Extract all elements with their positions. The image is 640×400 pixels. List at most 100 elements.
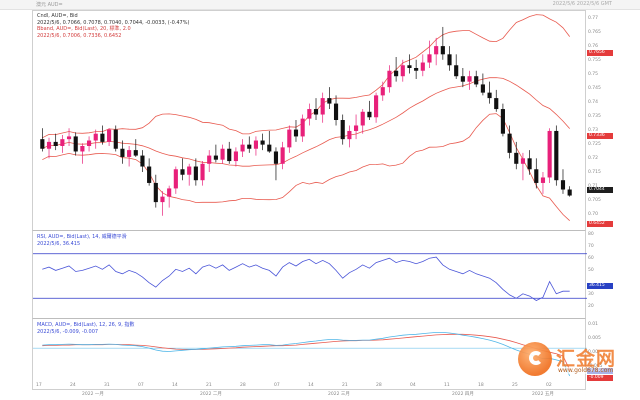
- rsi-line: [42, 256, 570, 301]
- x-day-tick: 02: [546, 383, 552, 388]
- candle-body: [454, 65, 459, 77]
- x-day-tick: 07: [138, 383, 144, 388]
- candle-body: [167, 188, 172, 197]
- window-title: 澳元 AUD=: [36, 2, 63, 8]
- rsi-legend: RSI, AUD=, Bid(Last), 14, 威爾德平滑 2022/5/6…: [37, 234, 127, 247]
- chart-frame: [32, 10, 586, 390]
- candle-body: [394, 70, 399, 77]
- candle-body: [187, 166, 192, 175]
- x-month-label: 2022 二月: [200, 392, 222, 397]
- candle-body: [520, 158, 526, 164]
- macd-legend-title: MACD, AUD=, Bid(Last), 12, 26, 9, 指數: [37, 322, 135, 328]
- rsi-tick: 80: [588, 232, 594, 237]
- candle-body: [233, 151, 238, 162]
- candle-body: [420, 62, 425, 71]
- candle-body: [540, 177, 546, 183]
- x-day-tick: 11: [444, 383, 450, 388]
- candle-body: [200, 163, 205, 181]
- gold678-watermark: 汇金网 www.gold678.com: [516, 340, 628, 380]
- candle-body: [253, 140, 259, 149]
- rsi-tick: 70: [588, 244, 594, 249]
- candle-body: [353, 125, 359, 131]
- price-candlestick-chart[interactable]: [33, 10, 587, 230]
- rsi-legend-values: 2022/5/6, 36.415: [37, 240, 81, 247]
- candle-body: [547, 130, 552, 178]
- x-month-label: 2022 三月: [328, 392, 350, 397]
- candle-body: [440, 46, 445, 55]
- candle-body: [240, 144, 245, 152]
- candle-body: [380, 87, 385, 96]
- bband-middle-tag: 0.7336: [587, 133, 613, 139]
- candle-body: [340, 120, 345, 140]
- candle-body: [320, 98, 325, 115]
- macd-pane[interactable]: MACD, AUD=, Bid(Last), 12, 26, 9, 指數 202…: [32, 318, 587, 383]
- candle-body: [360, 111, 365, 126]
- candle-body: [93, 133, 98, 141]
- candle-body: [107, 129, 112, 142]
- candle-body: [327, 98, 332, 104]
- rsi-pane[interactable]: RSI, AUD=, Bid(Last), 14, 威爾德平滑 2022/5/6…: [32, 230, 587, 319]
- time-axis[interactable]: 17 24 31 07 14 21 28 07 14 21 28 04 11 1…: [32, 383, 586, 400]
- candle-body: [53, 141, 58, 146]
- x-day-tick: 14: [308, 383, 314, 388]
- candle-body: [220, 148, 225, 160]
- bband-upper-tag: 0.7656: [587, 50, 613, 56]
- rsi-tick: 30: [588, 292, 594, 297]
- price-tick: 0.725: [588, 142, 601, 147]
- watermark-url: www.gold678.com: [556, 367, 616, 374]
- x-day-tick: 28: [376, 383, 382, 388]
- price-tick: 0.735: [588, 114, 601, 119]
- candle-body: [73, 136, 78, 152]
- price-axis[interactable]: 0.77 0.765 0.76 0.755 0.75 0.745 0.74 0.…: [586, 10, 640, 230]
- candle-body: [66, 136, 72, 140]
- candle-body: [113, 129, 118, 149]
- price-tick: 0.75: [588, 72, 599, 77]
- candle-body: [487, 92, 492, 99]
- price-tick: 0.72: [588, 156, 599, 161]
- candle-body: [374, 95, 379, 118]
- rsi-value-tag: 36.415: [587, 283, 613, 289]
- price-pane[interactable]: Cndl, AUD=, Bid 2022/5/6, 0.7066, 0.7078…: [32, 10, 586, 230]
- candle-body: [227, 148, 232, 162]
- x-day-tick: 14: [172, 383, 178, 388]
- candle-body: [414, 68, 419, 71]
- x-day-tick: 24: [70, 383, 76, 388]
- rsi-tick: 50: [588, 268, 594, 273]
- candle-body: [567, 189, 572, 196]
- candle-body: [273, 151, 279, 164]
- candle-body: [514, 152, 519, 164]
- rsi-tick: 60: [588, 256, 594, 261]
- candle-body: [400, 65, 405, 77]
- price-tick: 0.705: [588, 198, 601, 203]
- macd-dif-line: [42, 332, 571, 377]
- watermark-brand: 汇金网: [556, 348, 617, 370]
- rsi-chart[interactable]: [33, 231, 587, 319]
- candle-body: [307, 109, 312, 119]
- x-month-label: 2022 四月: [452, 392, 474, 397]
- candle-body: [554, 130, 559, 181]
- price-legend-values: 2022/5/6, 0.7066, 0.7078, 0.7040, 0.7044…: [37, 19, 190, 26]
- candle-body: [527, 158, 532, 170]
- candle-body: [507, 133, 512, 153]
- window-date: 2022/5/6 2022/5/6 GMT: [552, 1, 612, 7]
- candle-body: [467, 76, 472, 82]
- macd-chart[interactable]: [33, 319, 587, 383]
- rsi-axis[interactable]: 80 70 60 50 30 20 36.415: [586, 230, 640, 318]
- price-tick: 0.745: [588, 86, 601, 91]
- bband-upper-line: [42, 14, 571, 139]
- candle-body: [46, 141, 52, 149]
- candle-body: [133, 150, 138, 156]
- x-day-tick: 17: [36, 383, 42, 388]
- x-month-label: 2022 一月: [82, 392, 104, 397]
- price-legend-title: Cndl, AUD=, Bid: [37, 13, 78, 19]
- price-tick: 0.76: [588, 44, 599, 49]
- price-tick: 0.70: [588, 212, 599, 217]
- candle-body: [434, 46, 439, 55]
- candle-body: [86, 140, 92, 146]
- bband-middle-line: [42, 77, 570, 167]
- candle-body: [267, 144, 272, 152]
- candle-body: [160, 196, 165, 203]
- candle-body: [333, 103, 339, 120]
- candle-body: [474, 76, 479, 85]
- macd-tick: 0.00: [588, 350, 599, 355]
